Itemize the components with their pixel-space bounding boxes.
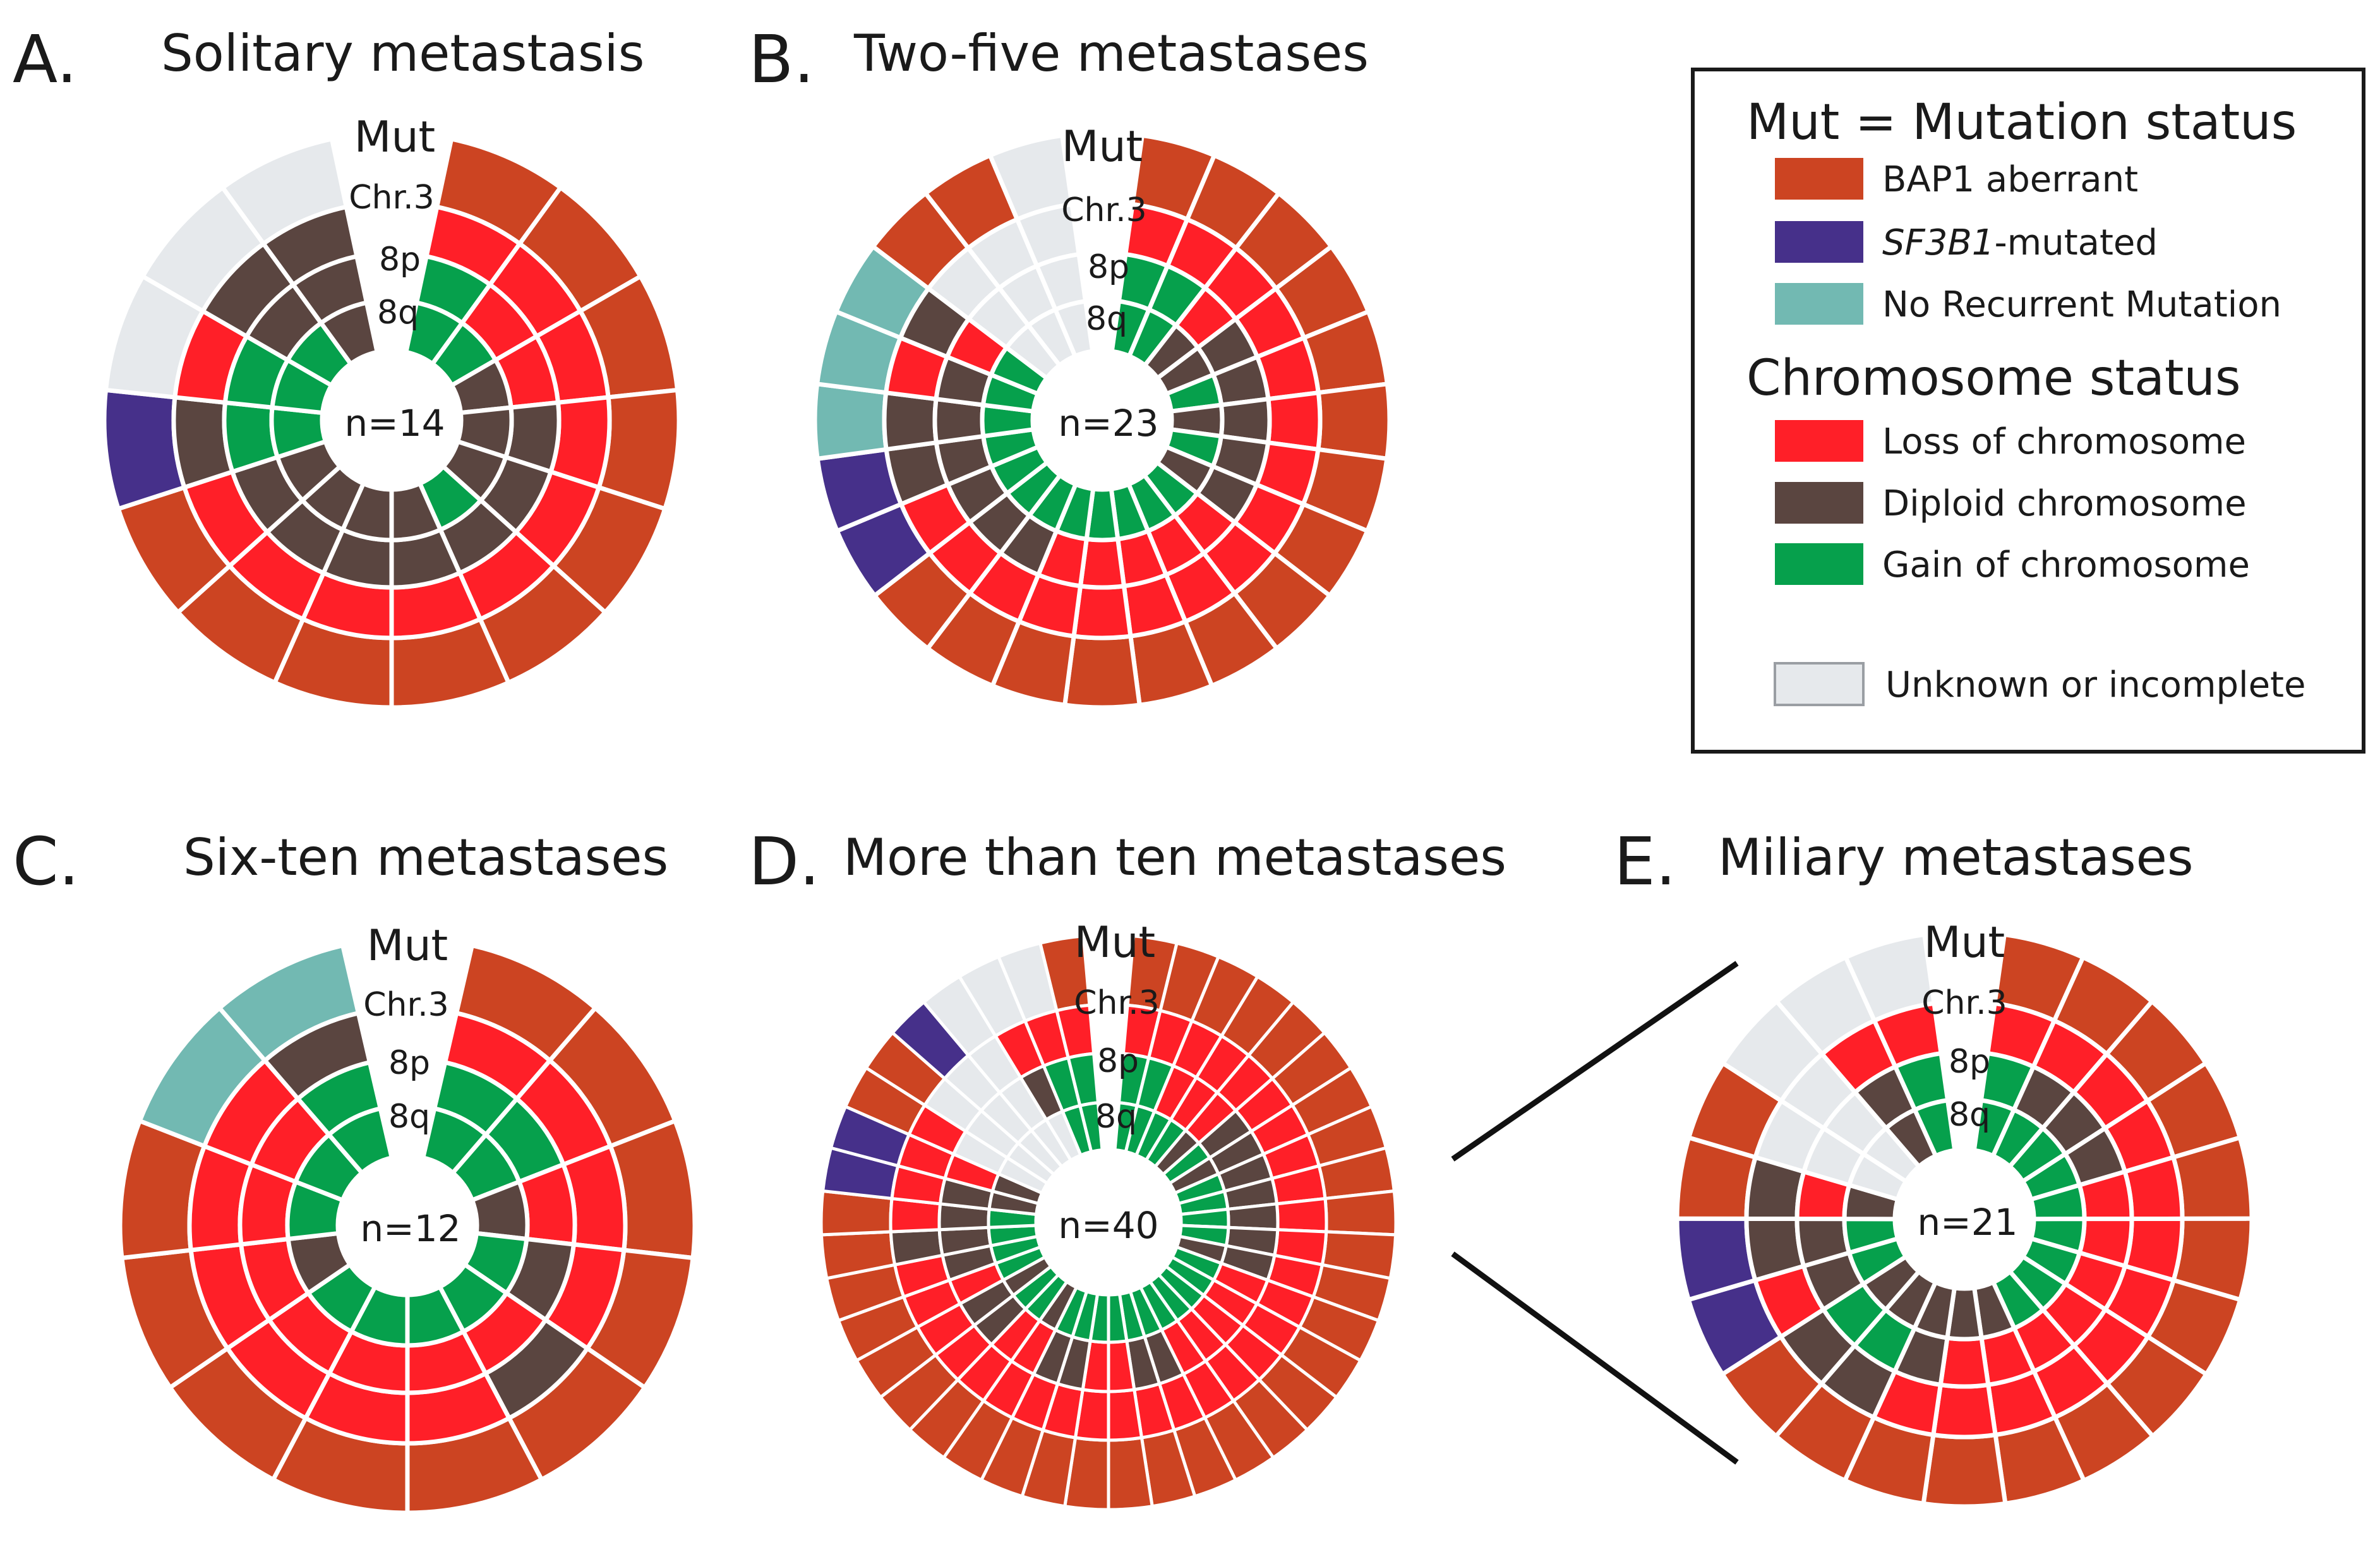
legend: Mut = Mutation status BAP1 aberrant SF3B… bbox=[1691, 68, 2365, 754]
ring-label-chr3: Chr.3 bbox=[363, 986, 448, 1024]
ring-label-8p: 8p bbox=[379, 241, 421, 279]
donut-chart-c bbox=[117, 943, 697, 1515]
legend-label-unknown: Unknown or incomplete bbox=[1885, 665, 2305, 706]
ring-label-8q: 8q bbox=[1949, 1096, 1990, 1134]
ring-label-8q: 8q bbox=[1095, 1098, 1137, 1136]
panel-d: D. More than ten metastases Mut Chr.3 8p… bbox=[748, 823, 1506, 1512]
ring-label-chr3: Chr.3 bbox=[349, 179, 434, 217]
ring-label-chr3: Chr.3 bbox=[1074, 984, 1159, 1022]
legend-label-loss: Loss of chromosome bbox=[1882, 421, 2246, 462]
ring-label-8p: 8p bbox=[1097, 1042, 1139, 1080]
donut-chart-a bbox=[102, 136, 682, 710]
segment-chr3-loss bbox=[1931, 1382, 1998, 1440]
donut-chart-b bbox=[812, 133, 1392, 710]
segment-8q-gain bbox=[1078, 1101, 1104, 1153]
segment-8q-gain bbox=[327, 1106, 394, 1176]
segment-mut-bap1 bbox=[1921, 1432, 2008, 1509]
segment-chr3-loss bbox=[1107, 1388, 1143, 1442]
panel-title: More than ten metastases bbox=[843, 828, 1506, 887]
segment-chr3-diploid bbox=[882, 390, 939, 452]
zoom-connector-bottom bbox=[1451, 1251, 1739, 1465]
segment-mut-bap1 bbox=[1062, 634, 1142, 710]
segment-chr3-loss bbox=[1266, 390, 1323, 452]
legend-swatch-gain bbox=[1775, 543, 1863, 585]
ring-label-8q: 8q bbox=[388, 1098, 430, 1136]
legend-label-norec: No Recurrent Mutation bbox=[1882, 284, 2281, 325]
panel-letter: A. bbox=[13, 21, 77, 98]
ring-label-chr3: Chr.3 bbox=[1921, 984, 2007, 1022]
panel-a: A. Solitary metastasis Mut Chr.3 8p 8q n… bbox=[13, 21, 682, 710]
legend-swatch-unknown bbox=[1774, 662, 1865, 706]
panel-e: E. Miliary metastases Mut Chr.3 8p 8q n=… bbox=[1614, 823, 2254, 1509]
legend-label-gain: Gain of chromosome bbox=[1882, 544, 2250, 586]
segment-chr3-loss bbox=[1071, 584, 1133, 641]
legend-swatch-diploid bbox=[1775, 482, 1863, 524]
panel-letter: D. bbox=[748, 823, 820, 900]
ring-label-mut: Mut bbox=[1074, 918, 1155, 968]
segment-mut-bap1 bbox=[1323, 1189, 1398, 1237]
segment-8q-gain bbox=[1913, 1098, 1957, 1158]
segment-mut-bap1 bbox=[1316, 382, 1392, 461]
panel-letter: C. bbox=[13, 823, 80, 900]
panel-title: Miliary metastases bbox=[1718, 828, 2194, 887]
legend-swatch-norec bbox=[1775, 283, 1863, 325]
sample-count: n=12 bbox=[360, 1207, 460, 1250]
sample-count: n=40 bbox=[1058, 1204, 1158, 1247]
ring-label-mut: Mut bbox=[1924, 918, 2005, 968]
zoom-connector-top bbox=[1451, 961, 1739, 1162]
legend-swatch-loss bbox=[1775, 420, 1863, 462]
panel-title: Two-five metastases bbox=[853, 24, 1369, 83]
ring-label-8p: 8p bbox=[1949, 1043, 1990, 1081]
segment-chr3-loss bbox=[1275, 1196, 1328, 1234]
panel-letter: B. bbox=[748, 21, 814, 98]
ring-label-8q: 8q bbox=[377, 294, 419, 332]
legend-label-diploid: Diploid chromosome bbox=[1882, 483, 2247, 524]
donut-chart-e bbox=[1674, 932, 2254, 1509]
legend-chromosome-heading: Chromosome status bbox=[1746, 350, 2240, 407]
panel-c: C. Six-ten metastases Mut Chr.3 8p 8q n=… bbox=[13, 823, 697, 1515]
ring-label-mut: Mut bbox=[354, 112, 435, 162]
segment-8p-diploid bbox=[1226, 1202, 1280, 1232]
ring-label-mut: Mut bbox=[1062, 122, 1143, 172]
panel-letter: E. bbox=[1614, 823, 1676, 900]
panel-title: Solitary metastasis bbox=[161, 24, 644, 83]
legend-mutation-heading: Mut = Mutation status bbox=[1746, 94, 2297, 151]
legend-label-sf3b1-suffix: -mutated bbox=[1994, 222, 2157, 263]
sample-count: n=23 bbox=[1058, 402, 1158, 445]
sample-count: n=14 bbox=[344, 402, 445, 445]
legend-label-sf3b1-gene: SF3B1 bbox=[1882, 222, 1994, 263]
legend-swatch-sf3b1 bbox=[1775, 221, 1863, 263]
donut-chart-d bbox=[819, 934, 1398, 1512]
ring-label-8p: 8p bbox=[1088, 248, 1129, 286]
segment-8q-unknown bbox=[1053, 299, 1095, 359]
ring-label-mut: Mut bbox=[367, 921, 448, 971]
legend-label-sf3b1: SF3B1-mutated bbox=[1882, 222, 2158, 263]
ring-label-8p: 8p bbox=[388, 1044, 430, 1082]
legend-swatch-bap1 bbox=[1775, 158, 1863, 200]
sample-count: n=21 bbox=[1917, 1201, 2017, 1244]
segment-8q-diploid bbox=[318, 300, 380, 366]
ring-label-chr3: Chr.3 bbox=[1061, 191, 1146, 229]
ring-label-8q: 8q bbox=[1086, 300, 1127, 338]
panel-b: B. Two-five metastases Mut Chr.3 8p 8q n… bbox=[748, 21, 1392, 710]
segment-mut-norec bbox=[812, 382, 889, 461]
legend-label-bap1: BAP1 aberrant bbox=[1882, 159, 2138, 200]
panel-title: Six-ten metastases bbox=[183, 828, 668, 887]
segment-8p-gain bbox=[222, 400, 280, 474]
